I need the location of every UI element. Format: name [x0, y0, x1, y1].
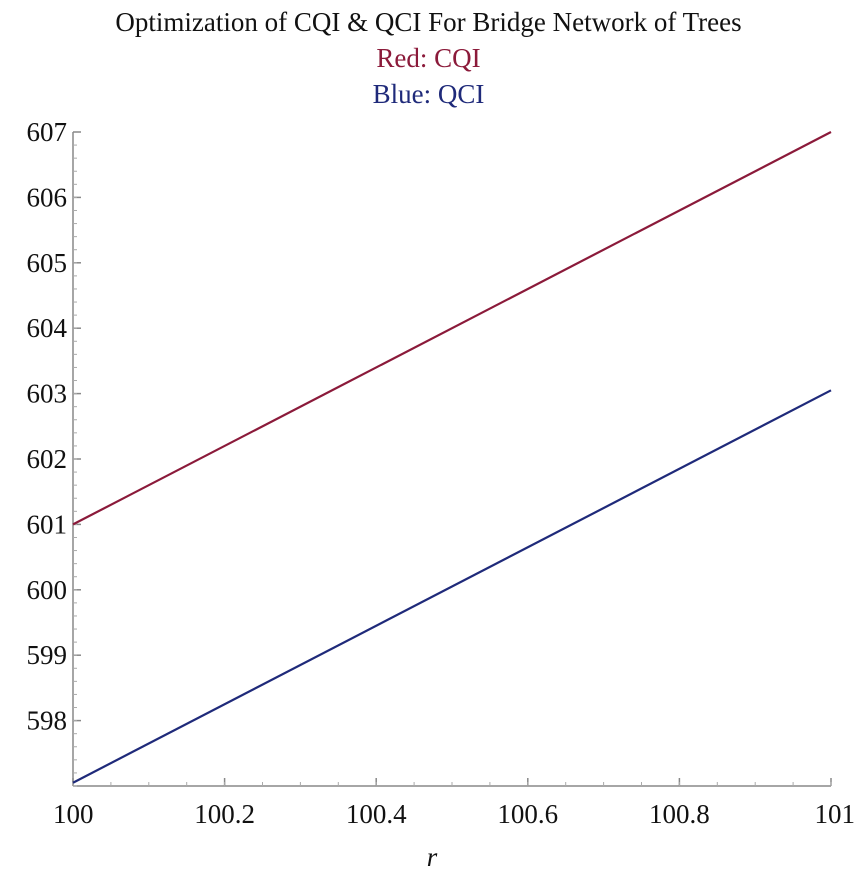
x-axis-label: r: [427, 842, 438, 872]
chart-title: Optimization of CQI & QCI For Bridge Net…: [115, 7, 742, 37]
y-tick-label-605: 605: [27, 248, 68, 278]
legend-red-cqi: Red: CQI: [376, 43, 481, 73]
series-line-qci: [72, 389, 832, 784]
y-tick-label-602: 602: [27, 444, 68, 474]
y-tick-label-607: 607: [27, 117, 68, 147]
y-tick-label-603: 603: [27, 379, 68, 409]
y-tick-label-601: 601: [27, 509, 68, 539]
series-line-cqi: [72, 131, 832, 526]
x-tick-label-100.4: 100.4: [346, 799, 407, 829]
x-tick-label-100.8: 100.8: [649, 799, 710, 829]
y-tick-label-604: 604: [27, 313, 68, 343]
x-tick-label-100.6: 100.6: [497, 799, 558, 829]
y-tick-label-600: 600: [27, 575, 68, 605]
x-tick-label-100.2: 100.2: [194, 799, 255, 829]
x-tick-label-101: 101: [815, 799, 856, 829]
y-tick-label-598: 598: [27, 706, 68, 736]
y-tick-label-606: 606: [27, 182, 68, 212]
chart-titles: Optimization of CQI & QCI For Bridge Net…: [0, 4, 857, 112]
legend-blue-qci: Blue: QCI: [372, 79, 485, 109]
x-tick-label-100: 100: [53, 799, 94, 829]
y-tick-label-599: 599: [27, 640, 68, 670]
